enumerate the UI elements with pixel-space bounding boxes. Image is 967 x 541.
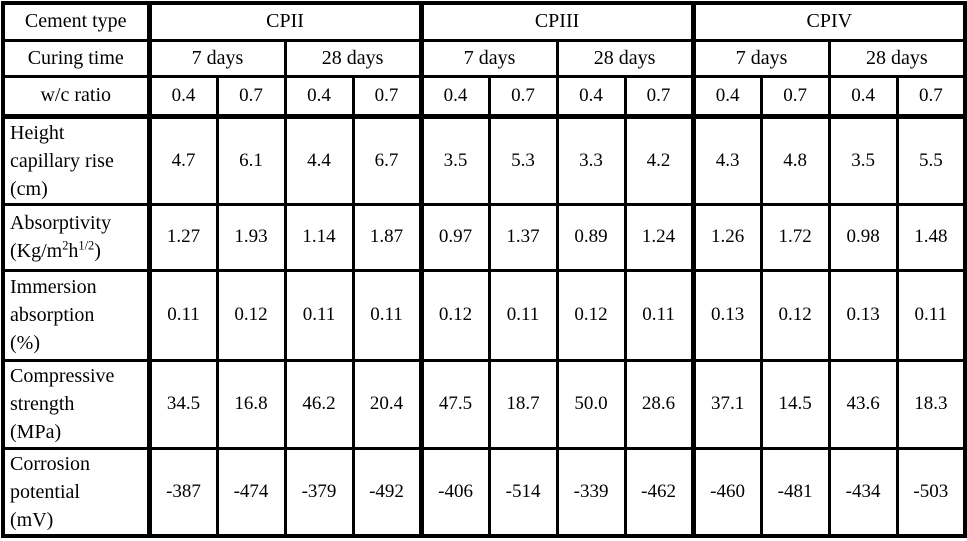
- data-cell: -460: [690, 446, 763, 537]
- cement-type-cpii: CPII: [146, 1, 423, 42]
- data-cell: 47.5: [418, 358, 491, 450]
- data-cell: 0.12: [418, 268, 491, 362]
- wc-ratio-cell: 0.4: [283, 74, 355, 119]
- data-cell: -434: [827, 446, 899, 537]
- cement-type-cpiii: CPIII: [418, 1, 695, 42]
- cement-type-label: Cement type: [1, 1, 151, 42]
- table-row: Immersion absorption (%) 0.11 0.12 0.11 0.11 0.…: [1, 268, 967, 362]
- data-cell: 0.12: [555, 268, 627, 362]
- data-cell: 1.48: [896, 202, 967, 272]
- data-cell: 20.4: [351, 358, 423, 450]
- data-cell: 37.1: [690, 358, 763, 450]
- data-cell: 0.11: [146, 268, 219, 362]
- data-cell: 34.5: [146, 358, 219, 450]
- data-cell: 28.6: [624, 358, 695, 450]
- data-cell: -379: [283, 446, 355, 537]
- data-cell: -462: [624, 446, 695, 537]
- data-cell: 6.7: [351, 114, 423, 206]
- data-cell: 43.6: [827, 358, 899, 450]
- data-cell: -503: [896, 446, 967, 537]
- curing-time-cell: 7 days: [690, 38, 831, 78]
- data-cell: 14.5: [760, 358, 831, 450]
- table-row: Absorptivity (Kg/m2h1/2) 1.27 1.93 1.14 1.87 0…: [1, 202, 967, 272]
- table-row: Height capillary rise (cm) 4.7 6.1 4.4 6.7 3.5 5…: [1, 114, 967, 206]
- data-cell: 18.7: [488, 358, 559, 450]
- row-parameter-label: Immersion absorption (%): [1, 268, 151, 362]
- data-cell: 0.12: [216, 268, 287, 362]
- wc-ratio-cell: 0.7: [896, 74, 967, 119]
- data-cell: -514: [488, 446, 559, 537]
- wc-ratio-cell: 0.7: [624, 74, 695, 119]
- data-cell: 18.3: [896, 358, 967, 450]
- data-cell: 1.37: [488, 202, 559, 272]
- row-parameter-label: Corrosion potential (mV): [1, 446, 151, 537]
- data-cell: 4.7: [146, 114, 219, 206]
- cement-type-cpiv: CPIV: [690, 1, 967, 42]
- data-cell: 16.8: [216, 358, 287, 450]
- data-cell: 4.4: [283, 114, 355, 206]
- data-cell: 0.11: [624, 268, 695, 362]
- data-cell: -387: [146, 446, 219, 537]
- data-cell: 46.2: [283, 358, 355, 450]
- wc-ratio-label: w/c ratio: [1, 74, 151, 119]
- header-row-curing-time: Curing time 7 days 28 days 7 days 28 day…: [1, 38, 967, 78]
- data-cell: 50.0: [555, 358, 627, 450]
- row-parameter-label: Absorptivity (Kg/m2h1/2): [1, 202, 151, 272]
- data-cell: 0.11: [896, 268, 967, 362]
- wc-ratio-cell: 0.4: [827, 74, 899, 119]
- data-cell: 1.24: [624, 202, 695, 272]
- curing-time-cell: 28 days: [827, 38, 967, 78]
- wc-ratio-cell: 0.7: [216, 74, 287, 119]
- row-parameter-label: Compressive strength (MPa): [1, 358, 151, 450]
- data-cell: -492: [351, 446, 423, 537]
- curing-time-cell: 28 days: [555, 38, 695, 78]
- data-cell: -481: [760, 446, 831, 537]
- curing-time-cell: 7 days: [418, 38, 559, 78]
- data-cell: 4.8: [760, 114, 831, 206]
- data-cell: 0.89: [555, 202, 627, 272]
- data-cell: 5.3: [488, 114, 559, 206]
- data-cell: -474: [216, 446, 287, 537]
- data-cell: 3.5: [418, 114, 491, 206]
- data-cell: 1.14: [283, 202, 355, 272]
- data-cell: 3.3: [555, 114, 627, 206]
- data-cell: 0.13: [690, 268, 763, 362]
- data-cell: 0.11: [283, 268, 355, 362]
- data-cell: 3.5: [827, 114, 899, 206]
- wc-ratio-cell: 0.7: [351, 74, 423, 119]
- header-row-cement-type: Cement type CPII CPIII CPIV: [1, 1, 967, 42]
- wc-ratio-cell: 0.4: [146, 74, 219, 119]
- table-body: Height capillary rise (cm) 4.7 6.1 4.4 6.7 3.5 5…: [1, 114, 967, 537]
- data-cell: 4.3: [690, 114, 763, 206]
- data-cell: 6.1: [216, 114, 287, 206]
- data-cell: 1.27: [146, 202, 219, 272]
- data-cell: 0.98: [827, 202, 899, 272]
- wc-ratio-cell: 0.7: [760, 74, 831, 119]
- data-cell: 1.87: [351, 202, 423, 272]
- wc-ratio-cell: 0.4: [418, 74, 491, 119]
- wc-ratio-cell: 0.4: [690, 74, 763, 119]
- data-cell: -339: [555, 446, 627, 537]
- curing-time-cell: 28 days: [283, 38, 423, 78]
- data-cell: -406: [418, 446, 491, 537]
- data-cell: 1.26: [690, 202, 763, 272]
- row-parameter-label: Height capillary rise (cm): [1, 114, 151, 206]
- table-row: Corrosion potential (mV) -387 -474 -379 -492 -4…: [1, 446, 967, 537]
- curing-time-label: Curing time: [1, 38, 151, 78]
- wc-ratio-cell: 0.7: [488, 74, 559, 119]
- wc-ratio-cell: 0.4: [555, 74, 627, 119]
- header-row-wc-ratio: w/c ratio 0.4 0.7 0.4 0.7 0.4 0.7 0.4 0.…: [1, 74, 967, 119]
- data-cell: 0.13: [827, 268, 899, 362]
- data-cell: 0.12: [760, 268, 831, 362]
- data-cell: 5.5: [896, 114, 967, 206]
- data-cell: 4.2: [624, 114, 695, 206]
- table-row: Compressive strength (MPa) 34.5 16.8 46.2 20.4…: [1, 358, 967, 450]
- data-cell: 1.93: [216, 202, 287, 272]
- data-cell: 0.97: [418, 202, 491, 272]
- data-cell: 1.72: [760, 202, 831, 272]
- curing-time-cell: 7 days: [146, 38, 287, 78]
- data-cell: 0.11: [351, 268, 423, 362]
- data-cell: 0.11: [488, 268, 559, 362]
